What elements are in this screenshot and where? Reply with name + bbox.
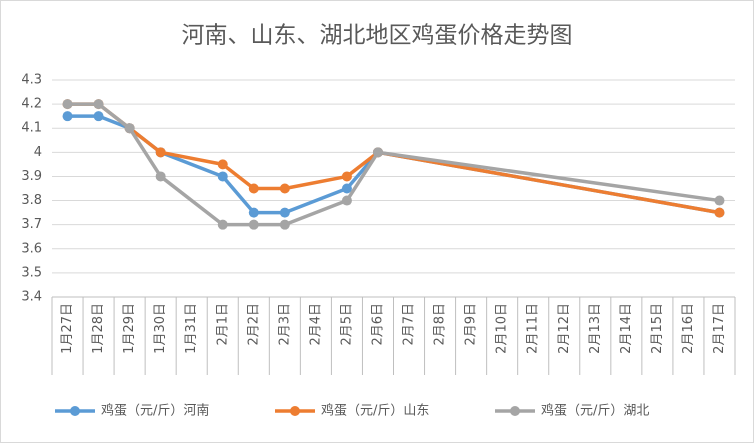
legend-label: 鸡蛋（元/斤）河南 [101, 403, 209, 419]
x-tick-label: 2月2日 [246, 303, 261, 346]
legend-label: 鸡蛋（元/斤）湖北 [541, 403, 649, 419]
point [279, 219, 290, 230]
point [341, 171, 352, 182]
y-tick-label: 4.1 [21, 121, 42, 136]
x-tick-label: 2月15日 [650, 303, 665, 354]
legend-label: 鸡蛋（元/斤）山东 [321, 403, 429, 419]
point [155, 171, 166, 182]
x-tick-label: 1月31日 [184, 303, 199, 354]
x-tick-label: 2月14日 [619, 303, 634, 354]
point [248, 207, 259, 218]
y-tick-label: 3.5 [21, 265, 42, 280]
point [372, 147, 383, 158]
point [155, 147, 166, 158]
x-tick-label: 2月12日 [557, 303, 572, 354]
point [62, 111, 73, 122]
y-tick-label: 3.7 [21, 217, 42, 232]
x-tick-label: 2月6日 [370, 303, 385, 346]
x-tick-label: 2月4日 [308, 303, 323, 346]
x-tick-label: 1月28日 [91, 303, 106, 354]
y-tick-label: 3.6 [21, 241, 42, 256]
x-tick-label: 2月3日 [277, 303, 292, 346]
point [341, 195, 352, 206]
point [93, 99, 104, 110]
point [217, 219, 228, 230]
x-tick-label: 2月17日 [712, 303, 727, 354]
legend-marker [290, 406, 300, 416]
x-tick-label: 2月16日 [681, 303, 696, 354]
x-tick-label: 2月5日 [339, 303, 354, 346]
point [217, 159, 228, 170]
point [279, 207, 290, 218]
x-tick-label: 2月7日 [402, 303, 417, 346]
y-tick-label: 3.8 [21, 193, 42, 208]
point [714, 207, 725, 218]
x-tick-label: 1月27日 [60, 303, 75, 354]
point [341, 183, 352, 194]
x-tick-label: 1月29日 [122, 303, 137, 354]
legend-marker [70, 406, 80, 416]
x-tick-label: 2月10日 [495, 303, 510, 354]
y-tick-label: 4 [34, 145, 42, 160]
point [248, 219, 259, 230]
y-tick-label: 3.9 [21, 169, 42, 184]
x-tick-label: 2月11日 [526, 303, 541, 354]
series-line [67, 102, 720, 227]
x-tick-label: 2月9日 [464, 303, 479, 346]
x-tick-label: 2月1日 [215, 303, 230, 346]
point [279, 183, 290, 194]
point [62, 99, 73, 110]
point [217, 171, 228, 182]
y-tick-label: 4.3 [21, 73, 42, 88]
x-tick-label: 2月8日 [433, 303, 448, 346]
y-tick-label: 4.2 [21, 97, 42, 112]
point [714, 195, 725, 206]
point [93, 111, 104, 122]
legend-marker [510, 406, 520, 416]
y-tick-label: 3.4 [21, 290, 42, 305]
chart-title: 河南、山东、湖北地区鸡蛋价格走势图 [182, 23, 573, 49]
point [248, 183, 259, 194]
x-tick-label: 1月30日 [153, 303, 168, 354]
series-line [67, 114, 720, 215]
x-tick-label: 2月13日 [588, 303, 603, 354]
point [124, 123, 135, 134]
